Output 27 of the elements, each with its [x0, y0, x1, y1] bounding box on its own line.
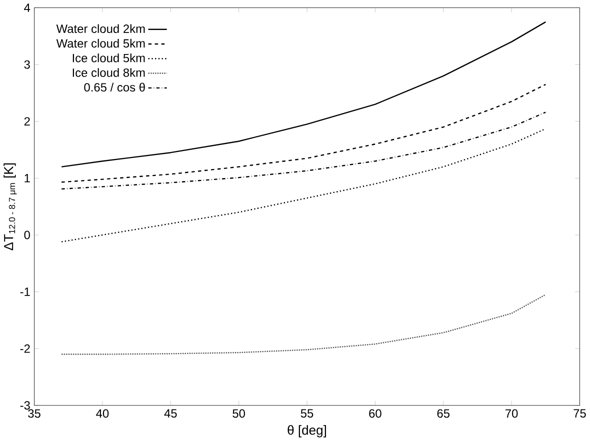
- x-tick-label: 60: [369, 409, 382, 418]
- line-series: [60, 294, 546, 355]
- line-series: [60, 112, 546, 190]
- y-tick-label: -3: [20, 401, 30, 410]
- x-tick-label: 65: [437, 409, 450, 418]
- x-tick-label: 40: [96, 409, 109, 418]
- y-tick-label: 0: [24, 230, 30, 240]
- x-axis-title: θ [deg]: [288, 425, 326, 438]
- y-tick-label: 1: [24, 174, 30, 182]
- legend-label: 0.65 / cos θ: [84, 82, 145, 92]
- y-tick-label: 4: [24, 4, 30, 12]
- x-tick-label: 45: [164, 409, 177, 418]
- line-series: [60, 84, 546, 183]
- x-tick-label: 75: [574, 409, 586, 418]
- legend-label: Ice cloud 5km: [72, 54, 145, 62]
- x-tick-label: 35: [28, 409, 40, 418]
- legend-label: Water cloud 2km: [56, 24, 145, 34]
- x-tick-label: 50: [232, 409, 245, 418]
- y-tick-label: 3: [24, 60, 30, 69]
- x-tick-label: 55: [300, 409, 314, 418]
- x-tick-label: 70: [506, 409, 518, 418]
- y-axis-title: ΔT$_{12.0 - 8.7 μm}$ [K]: [4, 163, 17, 250]
- y-tick-label: -1: [20, 288, 30, 296]
- legend-label: Ice cloud 8km: [72, 68, 145, 77]
- y-tick-label: -2: [20, 344, 30, 353]
- y-tick-label: 2: [24, 117, 30, 126]
- legend-label: Water cloud 5km: [56, 38, 145, 48]
